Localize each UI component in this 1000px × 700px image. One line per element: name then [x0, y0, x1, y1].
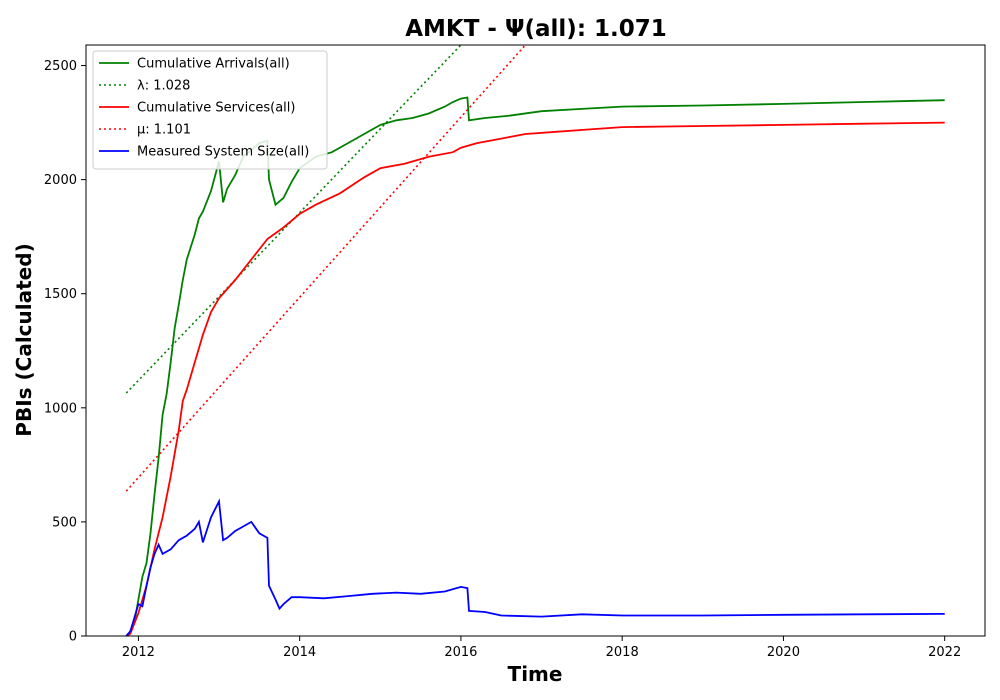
plot-frame: [85, 44, 986, 637]
series-line-4: [125, 498, 945, 636]
legend-label-0: Cumulative Arrivals(all): [137, 57, 290, 72]
legend-label-1: λ: 1.028: [137, 79, 190, 94]
series-line-2: [125, 121, 945, 636]
y-axis: 0 500 1000 1500 2000 2500: [44, 59, 86, 645]
y-tick-label: 1500: [44, 287, 77, 302]
y-tick-label: 0: [69, 630, 77, 645]
y-axis-label: PBIs (Calculated): [12, 243, 36, 436]
x-tick-label: 2022: [928, 645, 961, 660]
y-tick-label: 2000: [44, 173, 77, 188]
x-axis: 2012 2014 2016 2018 2020 2022: [122, 636, 961, 660]
x-tick-label: 2012: [122, 645, 155, 660]
legend-label-3: μ: 1.101: [137, 123, 191, 138]
y-tick-label: 2500: [44, 59, 77, 74]
legend-label-4: Measured System Size(all): [137, 145, 309, 160]
y-tick-label: 500: [52, 515, 77, 530]
x-tick-label: 2020: [767, 645, 800, 660]
x-tick-label: 2014: [283, 645, 316, 660]
y-tick-label: 1000: [44, 401, 77, 416]
legend: Cumulative Arrivals(all) λ: 1.028 Cumulati…: [92, 50, 328, 170]
x-tick-label: 2016: [444, 645, 477, 660]
legend-box: [92, 50, 328, 170]
legend-label-2: Cumulative Services(all): [137, 101, 295, 116]
chart-title: AMKT - Ψ(all): 1.071: [405, 16, 667, 42]
x-axis-label: Time: [508, 662, 563, 686]
x-tick-label: 2018: [606, 645, 639, 660]
